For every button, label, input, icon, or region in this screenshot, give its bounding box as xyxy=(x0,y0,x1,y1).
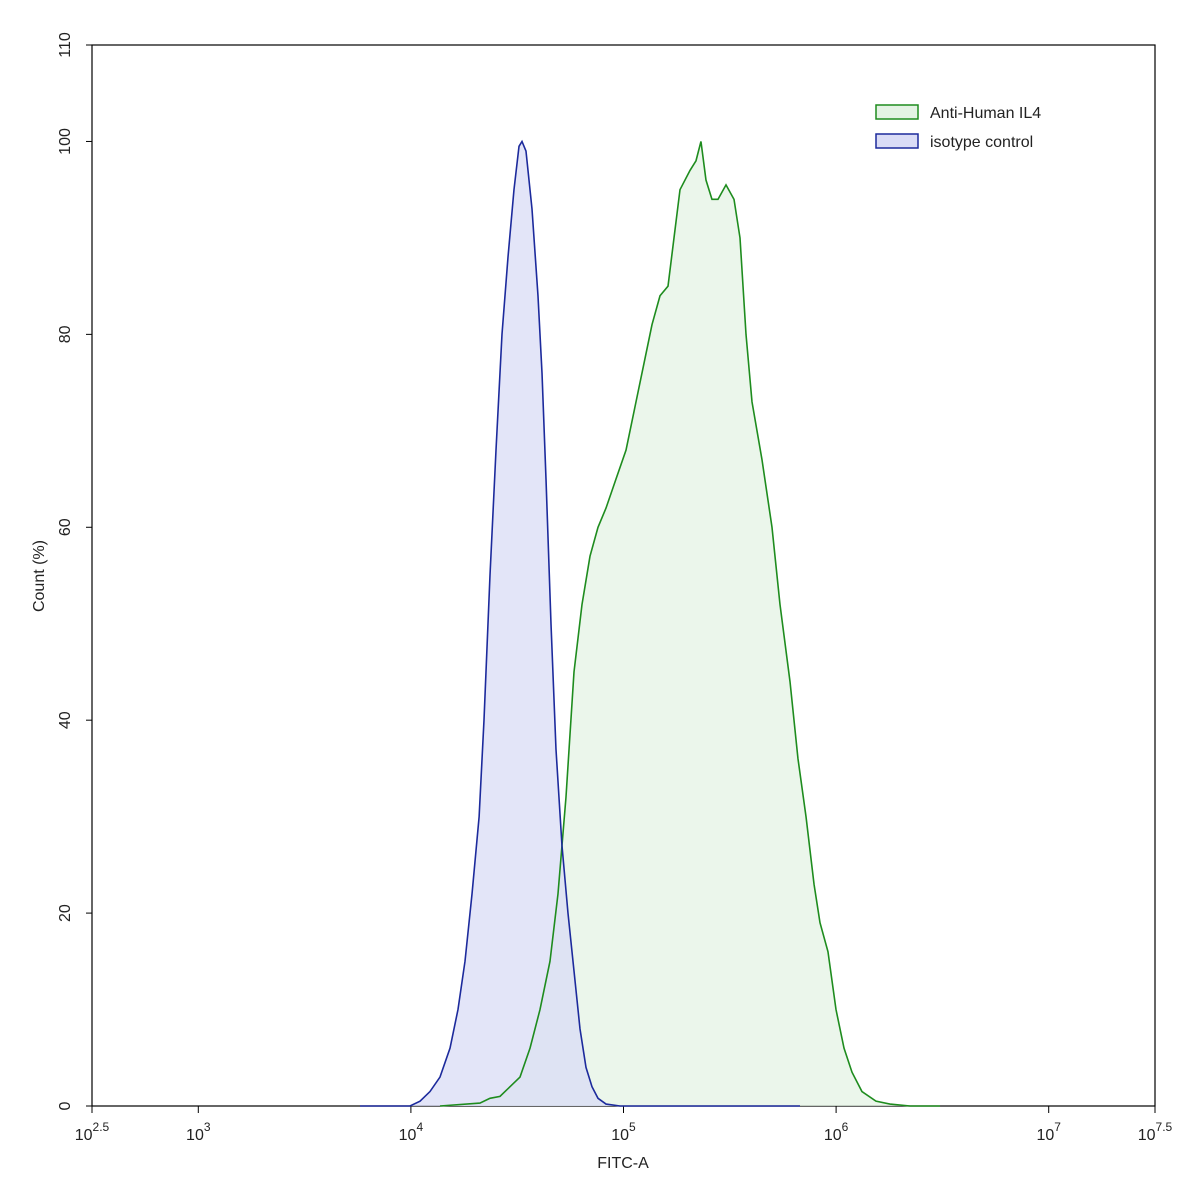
tick-base: 10 xyxy=(75,1127,93,1144)
tick-base: 10 xyxy=(399,1127,417,1144)
tick-exponent: 3 xyxy=(204,1120,211,1134)
tick-exponent: 7.5 xyxy=(1156,1120,1173,1134)
legend-swatch xyxy=(875,104,919,120)
legend-label: Anti-Human IL4 xyxy=(930,105,1041,122)
x-tick-label: 103 xyxy=(186,1120,211,1144)
tick-exponent: 2.5 xyxy=(93,1120,110,1134)
tick-base: 10 xyxy=(824,1127,842,1144)
x-tick-label: 102.5 xyxy=(75,1120,110,1144)
tick-exponent: 5 xyxy=(629,1120,636,1134)
y-tick-label: 20 xyxy=(57,904,74,922)
y-tick-label: 40 xyxy=(57,711,74,729)
x-tick-label: 106 xyxy=(824,1120,849,1144)
x-tick-label: 107 xyxy=(1036,1120,1061,1144)
legend-swatch xyxy=(875,133,919,149)
y-axis-label: Count (%) xyxy=(31,540,48,612)
tick-exponent: 6 xyxy=(842,1120,849,1134)
series-area xyxy=(440,141,941,1107)
x-axis-label: FITC-A xyxy=(597,1155,649,1172)
tick-base: 10 xyxy=(186,1127,204,1144)
y-tick-label: 100 xyxy=(57,128,74,155)
x-tick-label: 105 xyxy=(611,1120,636,1144)
legend-label: isotype control xyxy=(930,134,1033,151)
x-tick-label: 104 xyxy=(399,1120,424,1144)
series-line xyxy=(360,139,800,1107)
tick-base: 10 xyxy=(1036,1127,1054,1144)
series-line xyxy=(439,141,941,1107)
y-tick-label: 60 xyxy=(57,518,74,536)
tick-base: 10 xyxy=(611,1127,629,1144)
y-tick-label: 80 xyxy=(57,325,74,343)
tick-base: 10 xyxy=(1138,1127,1156,1144)
y-tick-label: 0 xyxy=(57,1101,74,1110)
x-tick-label: 107.5 xyxy=(1138,1120,1173,1144)
tick-exponent: 7 xyxy=(1054,1120,1061,1134)
tick-exponent: 4 xyxy=(416,1120,423,1134)
y-tick-label: 110 xyxy=(57,32,74,58)
